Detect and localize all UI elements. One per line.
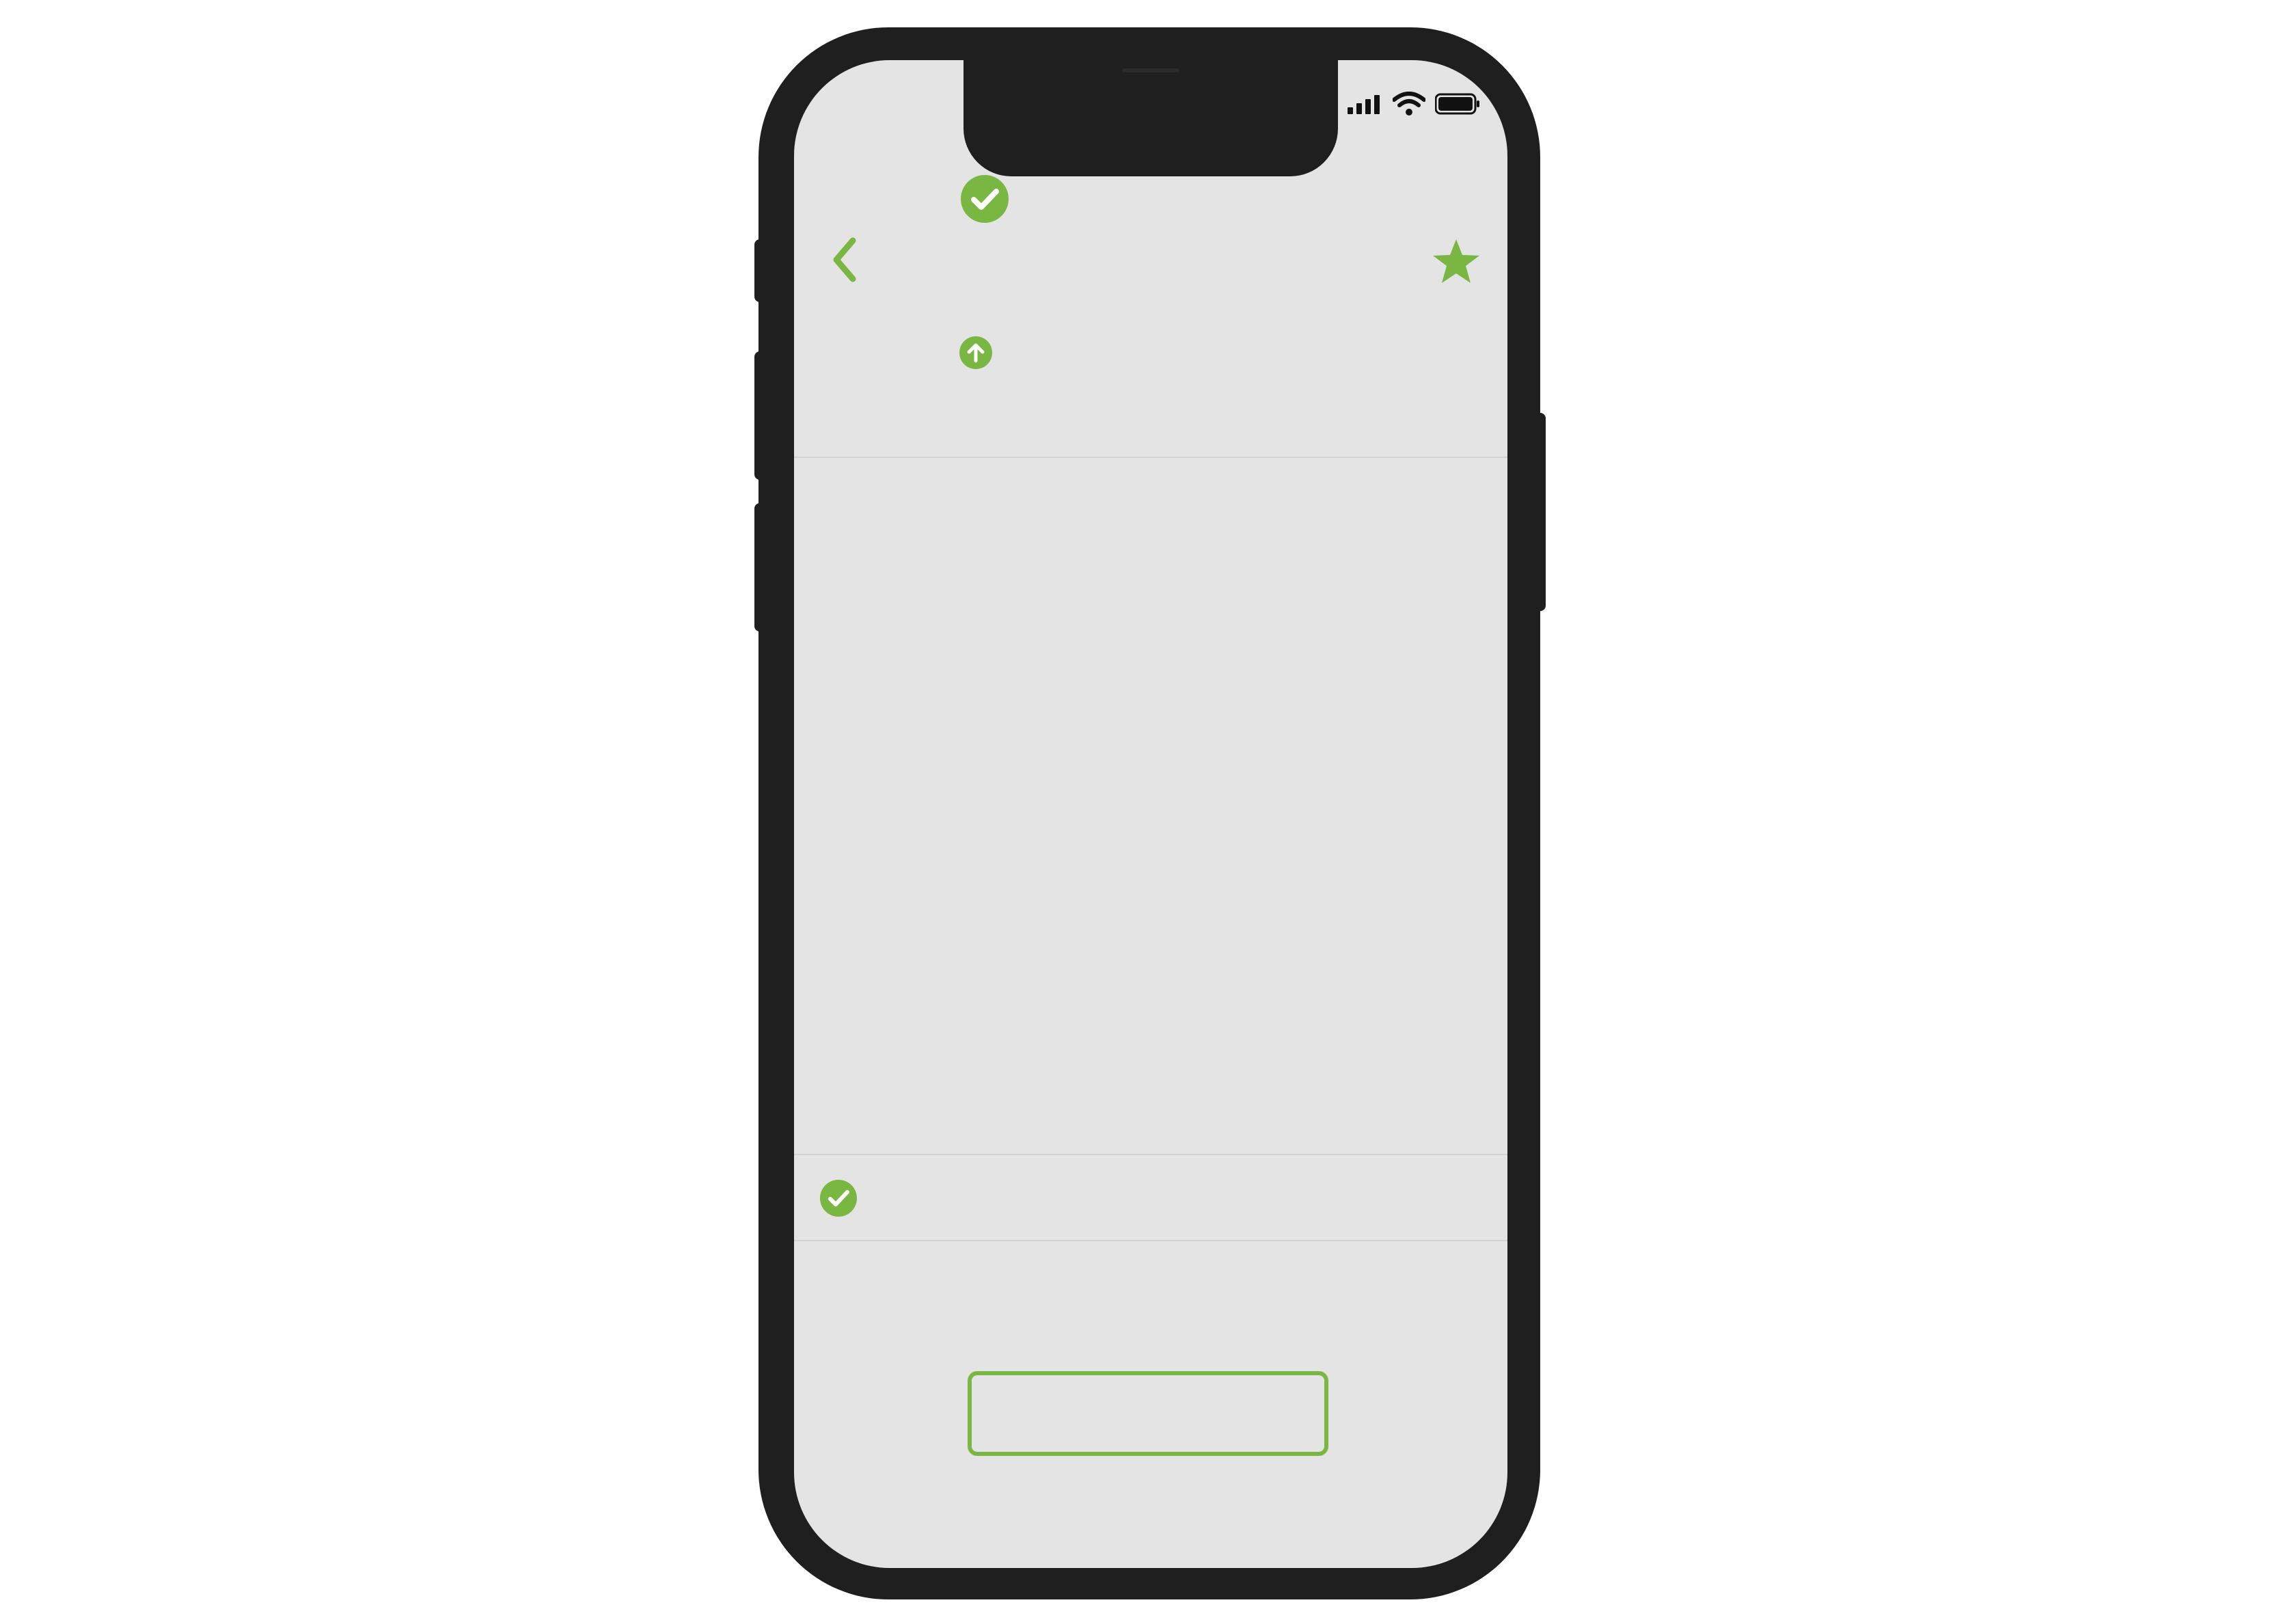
verified-check-icon	[961, 175, 1009, 223]
title-row	[951, 175, 1009, 223]
side-button-power	[1533, 413, 1546, 611]
side-button-silent	[754, 239, 765, 302]
side-button-volume-down	[754, 503, 765, 632]
side-button-volume-up	[754, 351, 765, 480]
speaker	[1122, 68, 1179, 72]
battery-icon	[1435, 93, 1479, 115]
app-screen	[794, 60, 1507, 1568]
compliance-divider	[794, 1240, 1507, 1241]
compliance-check-icon	[820, 1180, 857, 1217]
compliance-row	[812, 1180, 857, 1217]
cellular-signal-icon	[1348, 95, 1380, 114]
price-change-row	[951, 336, 1000, 369]
favorite-star-icon[interactable]	[1431, 236, 1481, 287]
more-info-button[interactable]	[968, 1371, 1328, 1456]
notch	[964, 60, 1338, 176]
header-divider	[794, 457, 1507, 458]
price-chart	[794, 463, 1507, 1140]
status-icons	[1348, 92, 1480, 116]
back-chevron-icon[interactable]	[825, 232, 866, 287]
range-selector	[794, 1072, 1507, 1140]
range-divider	[794, 1154, 1507, 1155]
wifi-icon	[1393, 92, 1425, 116]
arrow-up-circle-icon	[959, 336, 992, 369]
